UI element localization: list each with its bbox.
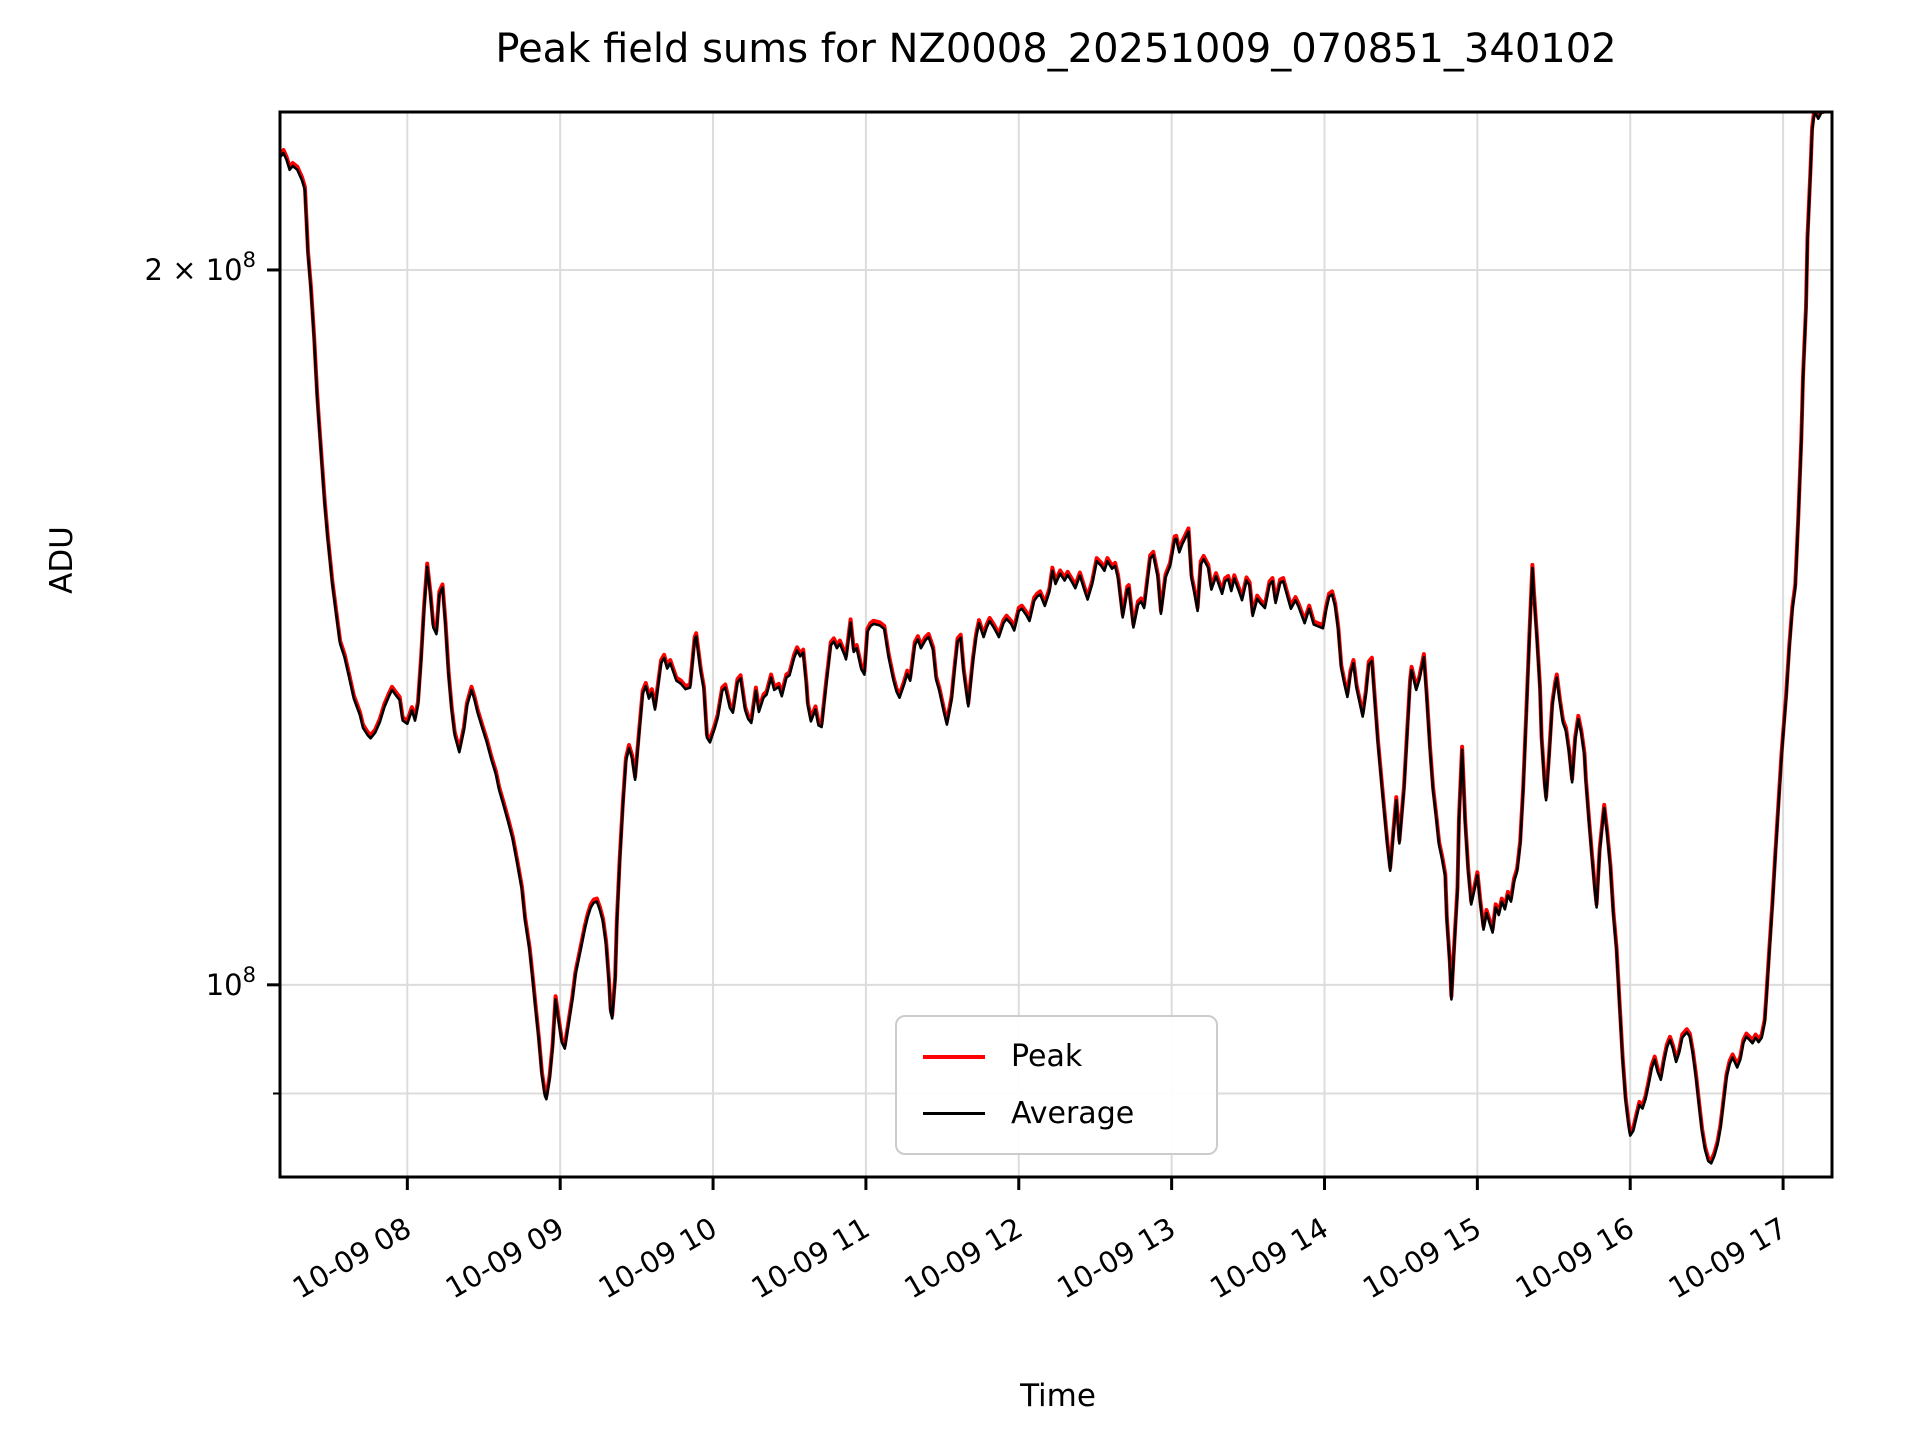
peak-line-sample-icon (923, 1054, 985, 1059)
y-axis-label: ADU (44, 526, 80, 594)
x-tick-label: 10-09 11 (745, 1211, 875, 1306)
series-peak-line (280, 112, 1823, 1163)
x-tick-label: 10-09 08 (287, 1211, 417, 1306)
series-average-line (280, 112, 1832, 1165)
x-tick-label: 10-09 15 (1357, 1211, 1487, 1306)
average-line-sample-icon (923, 1112, 985, 1115)
x-tick-label: 10-09 10 (593, 1211, 723, 1306)
legend-label-average: Average (1011, 1096, 1135, 1131)
x-tick-label: 10-09 17 (1663, 1211, 1793, 1306)
x-tick-label: 10-09 12 (898, 1211, 1028, 1306)
legend-label-peak: Peak (1011, 1039, 1083, 1074)
x-tick-label: 10-09 16 (1510, 1211, 1640, 1306)
y-tick-label: 2 × 108 (145, 248, 256, 287)
plot-frame (278, 110, 1834, 1179)
legend-item-average: Average (923, 1096, 1216, 1131)
legend: Peak Average (895, 1015, 1218, 1155)
legend-item-peak: Peak (923, 1039, 1216, 1074)
x-axis-label: Time (1020, 1378, 1096, 1414)
x-tick-label: 10-09 14 (1204, 1211, 1334, 1306)
y-tick-label: 108 (206, 963, 256, 1002)
x-tick-label: 10-09 09 (440, 1211, 570, 1306)
chart-title: Peak field sums for NZ0008_20251009_0708… (495, 26, 1617, 72)
x-tick-label: 10-09 13 (1051, 1211, 1181, 1306)
